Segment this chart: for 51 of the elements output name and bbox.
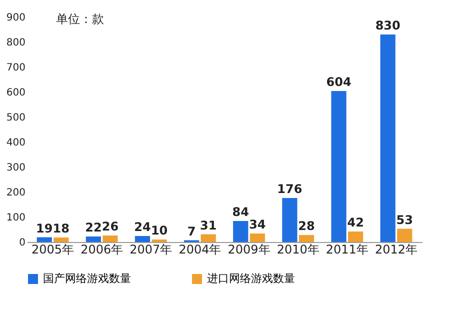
y-tick-label: 0 — [19, 238, 26, 248]
x-tick-label: 2011年 — [326, 242, 368, 256]
data-label: 18 — [52, 222, 70, 236]
y-tick-label: 900 — [6, 12, 26, 24]
bar — [233, 221, 248, 242]
data-label: 19 — [36, 221, 53, 236]
bar — [200, 234, 216, 242]
bar — [54, 238, 69, 242]
x-tick-label: 2004年 — [178, 242, 222, 256]
y-tick-label: 300 — [6, 162, 26, 174]
data-label: 10 — [150, 224, 168, 238]
bar — [102, 236, 118, 242]
bar — [331, 91, 346, 242]
data-label: 53 — [396, 212, 413, 227]
data-label: 28 — [298, 219, 315, 233]
y-tick-label: 200 — [6, 188, 26, 198]
bar — [36, 237, 52, 242]
data-label: 24 — [134, 220, 151, 234]
data-label: 830 — [375, 18, 400, 32]
data-label: 31 — [200, 218, 217, 232]
data-label: 84 — [232, 205, 249, 219]
bar — [348, 232, 364, 242]
data-label: 26 — [102, 220, 119, 234]
y-tick-label: 100 — [6, 212, 26, 224]
x-tick-label: 2009年 — [228, 242, 270, 256]
x-tick-label: 2007年 — [130, 242, 172, 256]
bar — [397, 228, 412, 242]
data-label: 34 — [249, 218, 266, 232]
bar — [86, 236, 101, 242]
bar — [282, 198, 298, 242]
data-label: 604 — [326, 75, 352, 89]
x-tick-label: 2005年 — [31, 242, 74, 256]
annotation: 单位：款 — [56, 12, 104, 26]
y-tick-label: 600 — [6, 88, 26, 98]
x-tick-label: 2012年 — [374, 242, 418, 256]
data-label: 42 — [347, 216, 364, 230]
data-label: 176 — [277, 182, 302, 196]
data-label: 7 — [187, 224, 196, 238]
x-tick-label: 2006年 — [80, 242, 124, 256]
bar — [380, 34, 396, 242]
bar — [134, 236, 150, 242]
y-tick-label: 500 — [6, 112, 26, 124]
y-tick-label: 400 — [6, 138, 26, 148]
legend-label: 进口网络游戏数量 — [207, 272, 295, 285]
bar — [298, 235, 314, 242]
legend-label: 国产网络游戏数量 — [43, 272, 131, 285]
y-tick-label: 800 — [6, 38, 26, 48]
y-tick-label: 700 — [6, 62, 26, 74]
bar — [250, 234, 265, 242]
data-label: 22 — [85, 220, 102, 234]
x-tick-label: 2010年 — [276, 242, 320, 256]
